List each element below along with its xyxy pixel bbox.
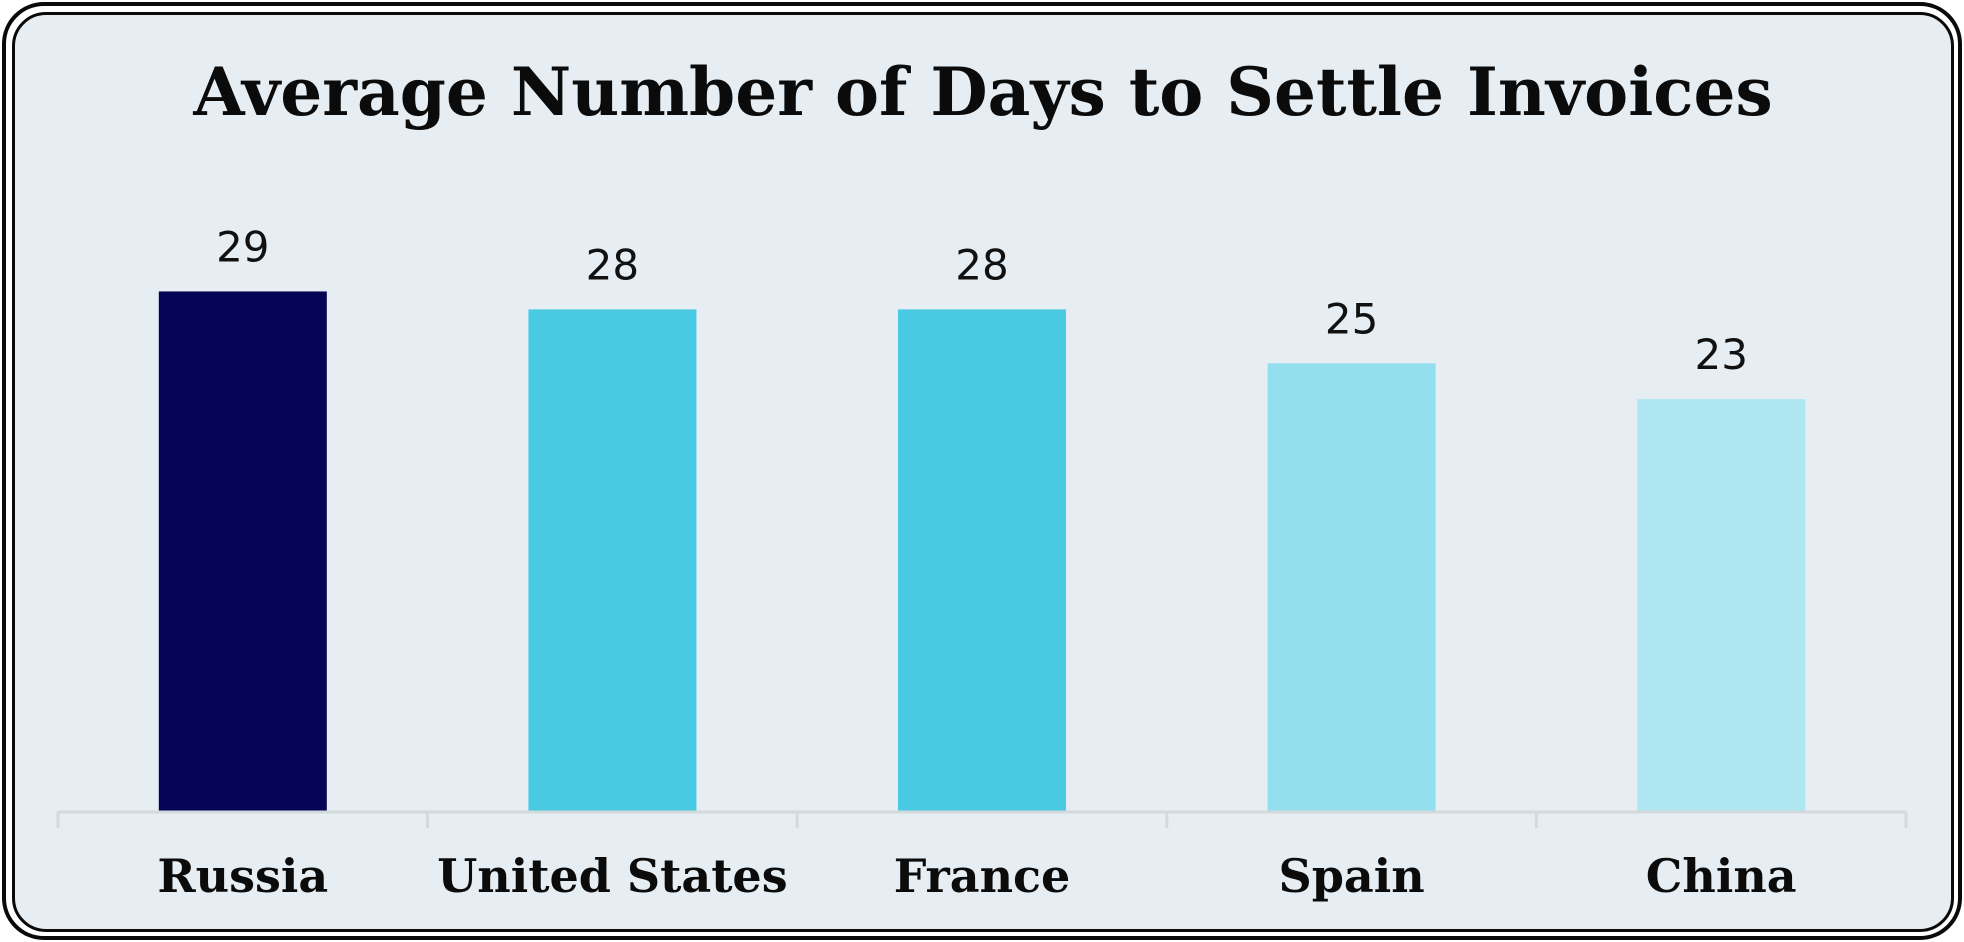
bar-russia (158, 291, 327, 812)
bar-france (898, 309, 1066, 812)
chart-title: Average Number of Days to Settle Invoice… (193, 53, 1773, 131)
labels-layer: 29 Russia 28 United States 28 France 25 Spain 23… (157, 222, 1796, 903)
bars-layer (158, 291, 1806, 812)
bar-united-states (528, 309, 697, 812)
bar-spain (1267, 363, 1436, 812)
x-tick-label: France (894, 849, 1071, 903)
data-label: 29 (216, 222, 269, 271)
x-axis (56, 810, 1908, 828)
x-tick-label: United States (437, 849, 787, 903)
x-tick-label: China (1646, 849, 1797, 903)
x-tick-label: Russia (157, 849, 328, 903)
data-label: 25 (1325, 294, 1378, 343)
data-label: 28 (586, 240, 639, 289)
x-tick-label: Spain (1279, 849, 1425, 903)
data-label: 23 (1694, 330, 1747, 379)
data-label: 28 (955, 240, 1008, 289)
bar-china (1637, 399, 1806, 812)
